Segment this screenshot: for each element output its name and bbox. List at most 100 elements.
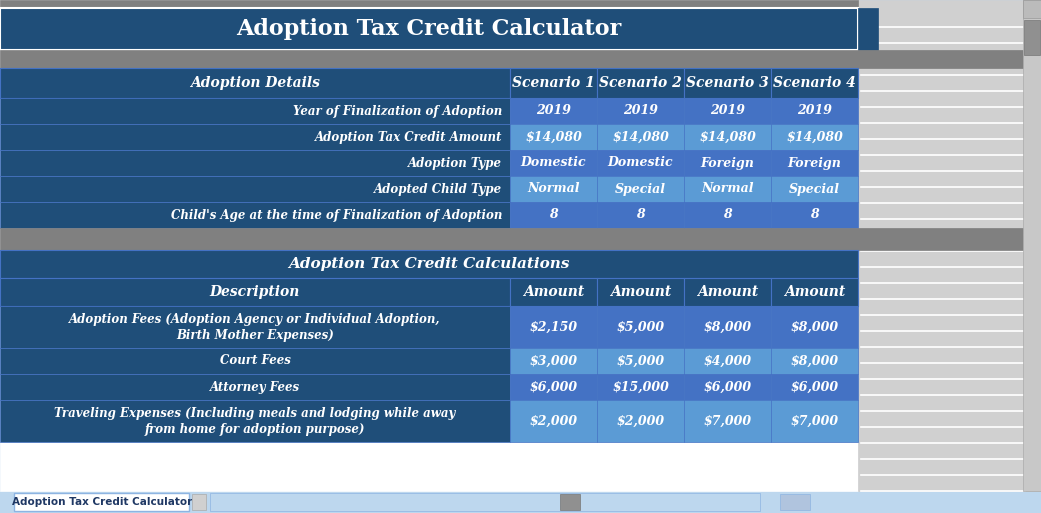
Text: $3,000: $3,000 <box>530 354 578 367</box>
Text: $14,080: $14,080 <box>786 130 843 144</box>
Bar <box>684 400 771 442</box>
Text: 8: 8 <box>810 208 819 222</box>
Bar <box>0 124 510 150</box>
Bar <box>0 150 510 176</box>
Bar <box>860 74 1025 75</box>
Bar <box>860 170 1025 171</box>
Bar <box>596 150 684 176</box>
Bar <box>860 250 1025 251</box>
Text: Adoption Type: Adoption Type <box>408 156 502 169</box>
Bar <box>0 400 510 442</box>
Bar <box>684 124 771 150</box>
Text: $5,000: $5,000 <box>616 354 664 367</box>
Text: 8: 8 <box>549 208 558 222</box>
Bar <box>860 218 1025 219</box>
Bar <box>510 124 596 150</box>
Bar <box>510 374 596 400</box>
Bar <box>860 474 1025 475</box>
Bar <box>684 348 771 374</box>
Bar <box>510 278 596 306</box>
Bar <box>860 410 1025 411</box>
Text: Adoption Tax Credit Amount: Adoption Tax Credit Amount <box>314 130 502 144</box>
Bar <box>860 122 1025 123</box>
Bar <box>860 234 1025 235</box>
Bar <box>684 150 771 176</box>
Bar <box>771 98 858 124</box>
Text: Normal: Normal <box>702 183 754 195</box>
Bar <box>510 150 596 176</box>
Text: $7,000: $7,000 <box>790 415 839 427</box>
Bar <box>596 98 684 124</box>
Bar <box>771 202 858 228</box>
Bar <box>771 348 858 374</box>
Text: Adoption Details: Adoption Details <box>191 76 320 90</box>
Bar <box>596 124 684 150</box>
Text: Foreign: Foreign <box>701 156 755 169</box>
Text: $8,000: $8,000 <box>790 321 839 333</box>
Bar <box>771 374 858 400</box>
Text: $2,000: $2,000 <box>530 415 578 427</box>
Bar <box>860 106 1025 107</box>
Bar <box>192 494 206 510</box>
Text: $5,000: $5,000 <box>616 321 664 333</box>
Text: Special: Special <box>615 183 666 195</box>
Text: $8,000: $8,000 <box>790 354 839 367</box>
Text: 2019: 2019 <box>710 105 745 117</box>
Text: 2019: 2019 <box>536 105 572 117</box>
Text: Child's Age at the time of Finalization of Adoption: Child's Age at the time of Finalization … <box>171 208 502 222</box>
Bar <box>860 138 1025 139</box>
Bar <box>771 278 858 306</box>
Bar <box>510 202 596 228</box>
Bar <box>771 124 858 150</box>
Bar <box>596 306 684 348</box>
Bar <box>0 202 510 228</box>
Bar <box>596 176 684 202</box>
Bar <box>771 176 858 202</box>
Text: Amount: Amount <box>784 285 845 299</box>
Bar <box>684 202 771 228</box>
Text: Scenario 3: Scenario 3 <box>686 76 769 90</box>
Text: Adoption Tax Credit Calculations: Adoption Tax Credit Calculations <box>288 257 569 271</box>
Bar <box>596 68 684 98</box>
Bar <box>771 150 858 176</box>
Bar <box>14 493 189 511</box>
Text: Domestic: Domestic <box>520 156 586 169</box>
Text: 2019: 2019 <box>623 105 658 117</box>
Text: Attorney Fees: Attorney Fees <box>210 381 300 393</box>
Bar <box>860 202 1025 203</box>
Bar <box>0 50 1023 68</box>
Text: $4,000: $4,000 <box>704 354 752 367</box>
Bar <box>596 202 684 228</box>
Bar <box>1023 0 1041 18</box>
Bar <box>510 176 596 202</box>
Text: $15,000: $15,000 <box>612 381 669 393</box>
Bar <box>860 26 1025 27</box>
Bar <box>0 176 510 202</box>
Bar <box>596 400 684 442</box>
Bar <box>0 491 1041 513</box>
Text: $14,080: $14,080 <box>700 130 756 144</box>
Bar <box>684 374 771 400</box>
Bar <box>860 362 1025 363</box>
Bar <box>560 494 580 510</box>
Text: $6,000: $6,000 <box>790 381 839 393</box>
Bar <box>860 314 1025 315</box>
Text: Amount: Amount <box>696 285 758 299</box>
Text: Domestic: Domestic <box>608 156 674 169</box>
Text: Special: Special <box>789 183 840 195</box>
Bar <box>0 228 1023 250</box>
Bar <box>860 58 1025 59</box>
Text: Amount: Amount <box>523 285 584 299</box>
Bar <box>860 426 1025 427</box>
Bar <box>596 348 684 374</box>
Bar <box>1023 0 1041 491</box>
Bar <box>860 442 1025 443</box>
Bar <box>860 378 1025 379</box>
Bar <box>860 298 1025 299</box>
Bar <box>510 348 596 374</box>
Bar <box>596 374 684 400</box>
Bar <box>0 68 510 98</box>
Bar <box>860 154 1025 155</box>
Bar <box>858 0 1041 491</box>
Text: 2019: 2019 <box>797 105 832 117</box>
